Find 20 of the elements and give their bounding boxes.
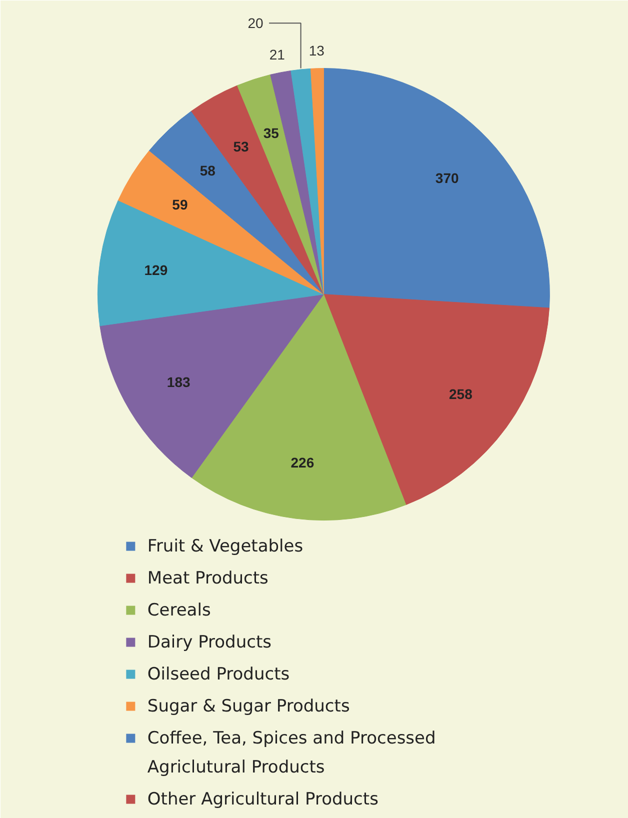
data-label: 129 (144, 262, 168, 278)
legend-label: Oilseed Products (147, 664, 290, 684)
data-label: 370 (435, 170, 460, 186)
legend-label: Fruit & Vegetables (147, 536, 304, 556)
legend-label: Meat Products (147, 568, 269, 588)
data-label: 21 (269, 46, 286, 63)
data-label: 258 (449, 386, 473, 402)
data-label: 59 (172, 196, 188, 212)
data-label: 13 (308, 42, 325, 58)
legend-label: Sugar & Sugar Products (147, 696, 350, 716)
legend-label: Dairy Products (147, 632, 272, 652)
data-label: 58 (200, 162, 216, 179)
data-label: 20 (248, 15, 264, 32)
data-label: 35 (263, 125, 280, 142)
data-label: 226 (290, 454, 314, 470)
legend-label: Cereals (147, 600, 211, 620)
legend-label: Coffee, Tea, Spices and Processed Agriclutural Products (147, 728, 436, 778)
legend-label: Other Agricultural Products (147, 789, 379, 810)
data-label: 53 (233, 138, 250, 154)
data-label: 183 (166, 374, 190, 390)
